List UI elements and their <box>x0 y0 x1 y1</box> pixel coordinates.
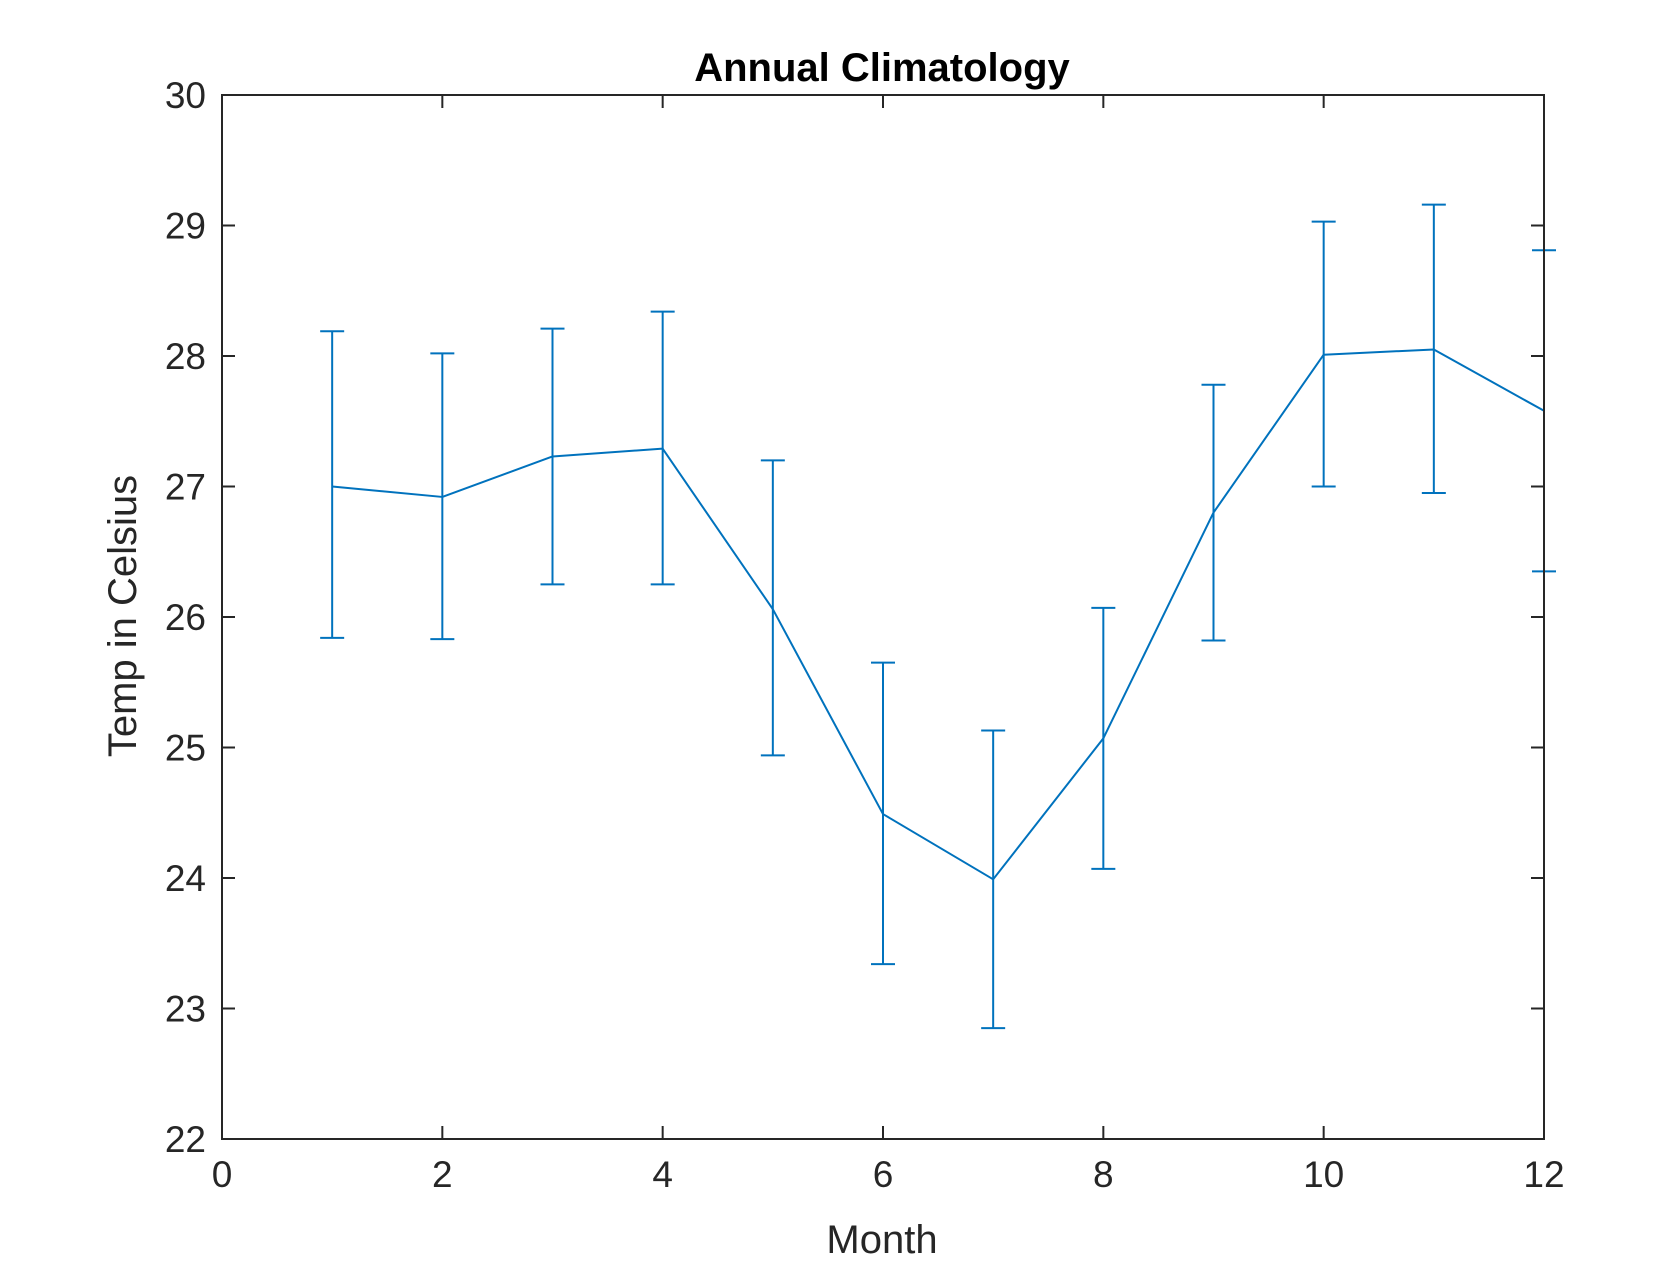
y-tick-label: 30 <box>165 75 206 116</box>
x-tick-label: 0 <box>212 1154 233 1195</box>
error-bar <box>320 331 344 638</box>
y-tick-label: 26 <box>165 597 206 638</box>
y-tick-label: 29 <box>165 206 206 247</box>
y-axis-label: Temp in Celsius <box>101 475 145 757</box>
y-tick-label: 25 <box>165 728 206 769</box>
chart-title: Annual Climatology <box>694 46 1070 90</box>
series-line <box>332 349 1544 879</box>
y-tick-label: 24 <box>165 858 206 899</box>
x-tick-label: 12 <box>1523 1154 1564 1195</box>
y-tick-label: 28 <box>165 336 206 377</box>
error-bars <box>320 205 1556 1028</box>
axes-box <box>222 95 1544 1139</box>
x-tick-label: 4 <box>652 1154 673 1195</box>
x-tick-label: 6 <box>873 1154 894 1195</box>
y-tick-label: 22 <box>165 1119 206 1160</box>
y-tick-label: 23 <box>165 989 206 1030</box>
series-line-group <box>332 349 1544 879</box>
x-axis-label: Month <box>826 1218 937 1260</box>
y-tick-label: 27 <box>165 467 206 508</box>
x-tick-label: 2 <box>432 1154 453 1195</box>
x-tick-label: 8 <box>1093 1154 1114 1195</box>
x-tick-label: 10 <box>1303 1154 1344 1195</box>
